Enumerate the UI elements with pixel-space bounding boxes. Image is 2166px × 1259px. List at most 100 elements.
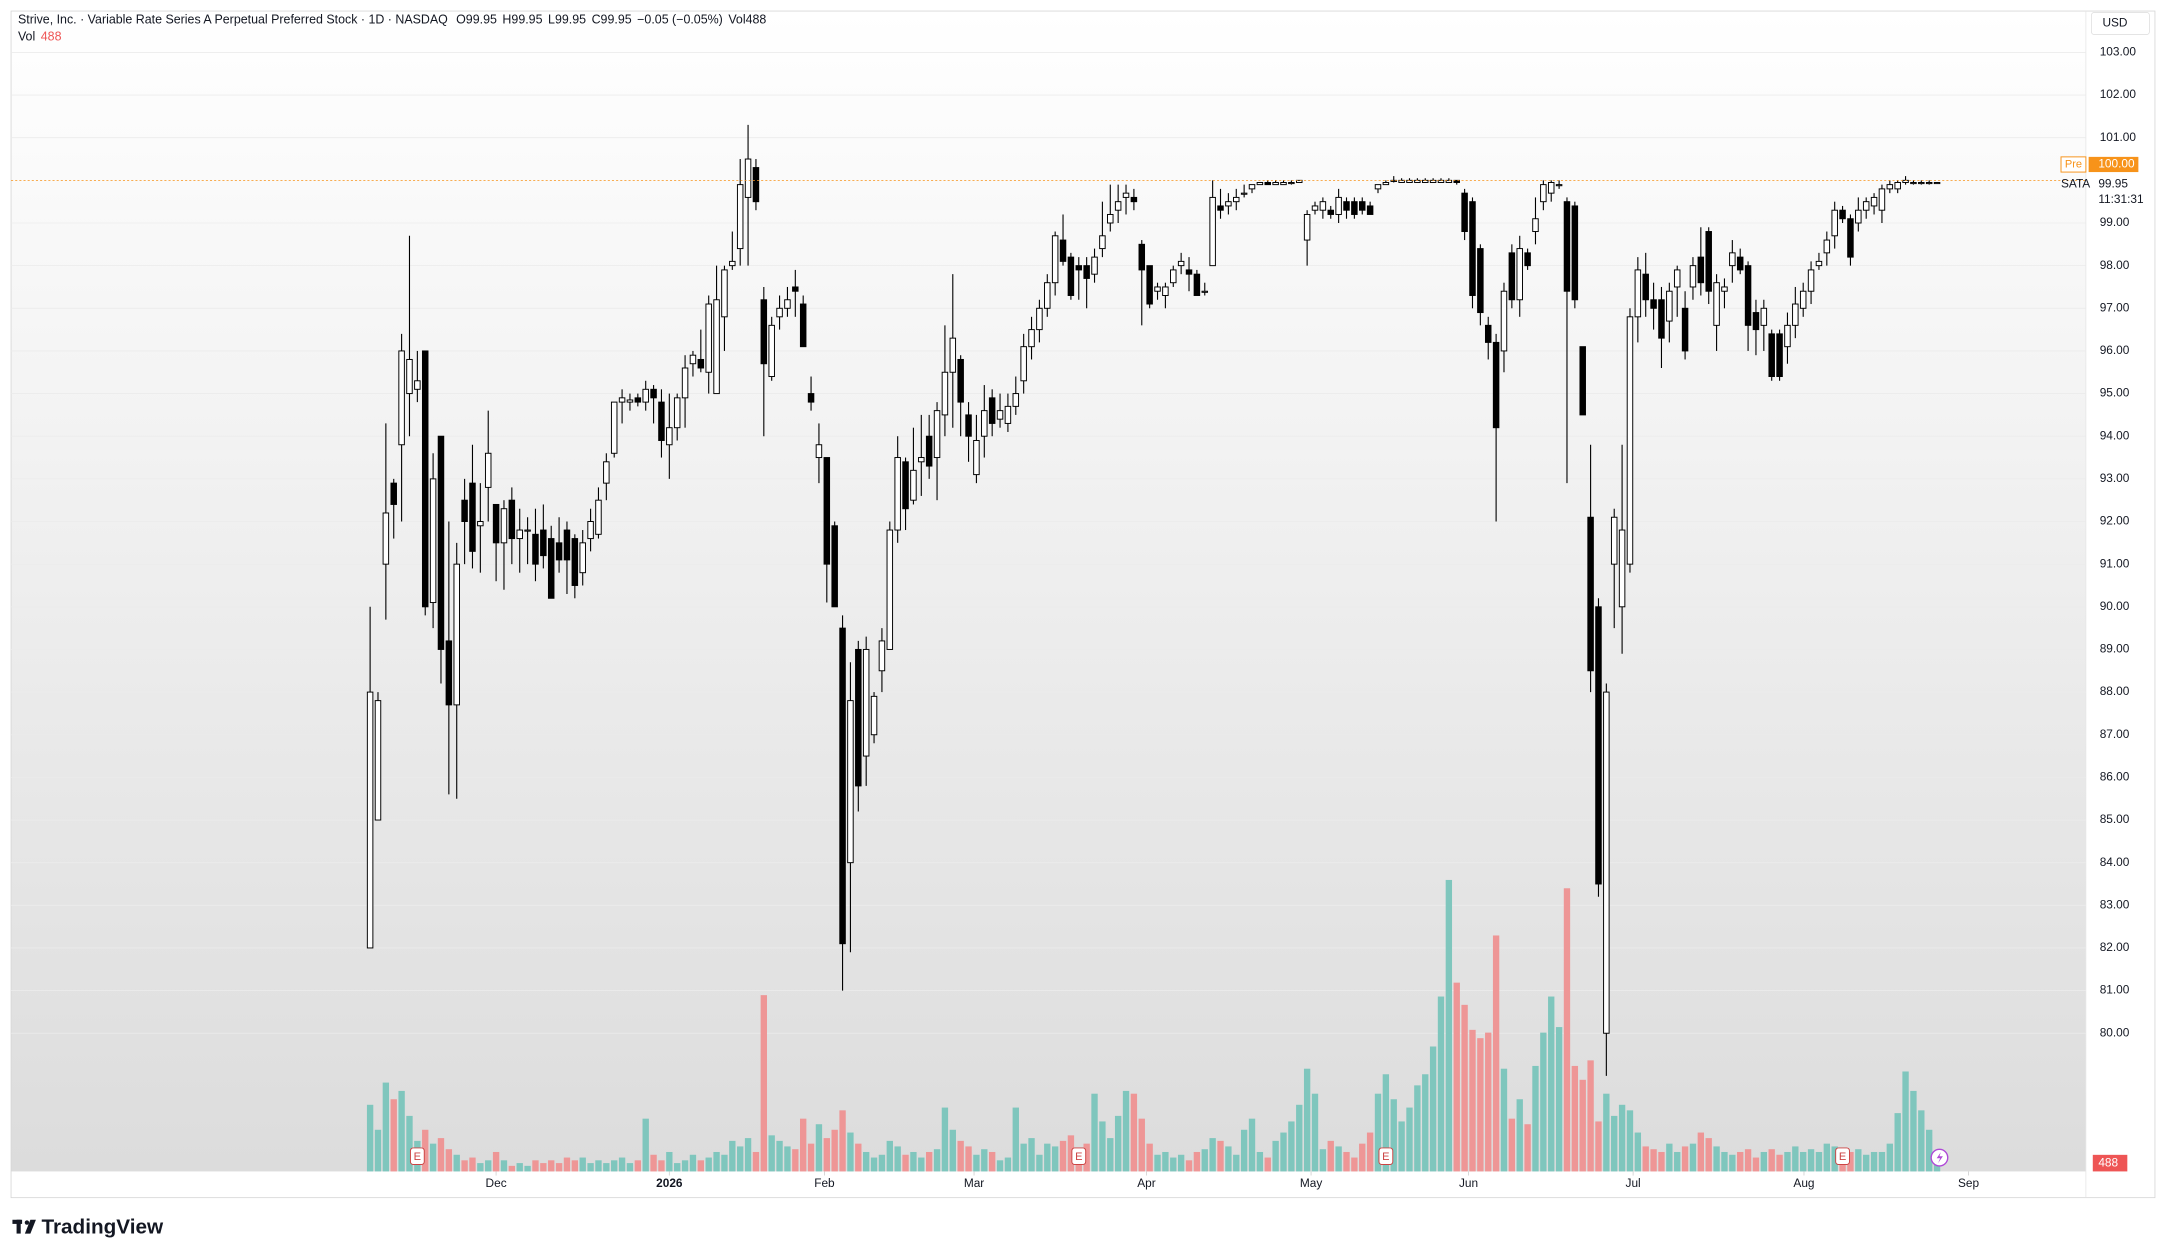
volume-bar	[1303, 1068, 1311, 1172]
volume-bar	[626, 1163, 634, 1172]
candle-body	[1154, 286, 1161, 292]
candle-body	[1233, 196, 1240, 203]
candle-body	[587, 521, 594, 540]
volume-bar	[1831, 1146, 1838, 1172]
volume-bar	[1327, 1140, 1334, 1172]
volume-bar	[1390, 1099, 1397, 1172]
candle-body	[1217, 205, 1224, 211]
volume-bar	[1296, 1104, 1303, 1172]
x-tick-label: Dec	[486, 1176, 507, 1190]
candle-body	[1579, 346, 1586, 416]
volume-bar	[1091, 1093, 1098, 1172]
candle-body	[1792, 303, 1799, 326]
earnings-marker[interactable]	[1071, 1147, 1087, 1165]
candle-body	[949, 337, 957, 373]
volume-bar	[768, 1135, 775, 1172]
volume-bar	[1485, 1032, 1492, 1172]
candle-body	[815, 444, 823, 459]
volume-bar	[1406, 1107, 1413, 1172]
volume-bar	[1713, 1146, 1720, 1172]
volume-bar	[1414, 1085, 1421, 1172]
volume-bar	[902, 1154, 909, 1172]
candle-body	[1256, 182, 1264, 186]
volume-bar	[1193, 1151, 1201, 1172]
candle-body	[768, 324, 775, 378]
candle-body	[1107, 213, 1114, 224]
candle-body	[886, 529, 894, 650]
earnings-marker[interactable]	[1378, 1147, 1394, 1165]
candle-body	[1177, 260, 1185, 267]
candle-body	[941, 371, 949, 416]
volume-bar	[453, 1154, 460, 1172]
candle-body	[1540, 184, 1547, 203]
candle-body	[1799, 290, 1807, 309]
x-tick-label: May	[1300, 1176, 1322, 1190]
earnings-label: E	[414, 1151, 421, 1163]
volume-bar	[1209, 1138, 1216, 1172]
volume-bar	[1201, 1149, 1208, 1172]
volume-bar	[1516, 1099, 1523, 1172]
y-tick-label: 94.00	[2100, 428, 2130, 442]
volume-bar	[1878, 1151, 1886, 1172]
candle-body	[524, 529, 531, 532]
candle-body	[988, 397, 996, 424]
candle-body	[1595, 606, 1602, 885]
currency-box[interactable]	[2090, 12, 2150, 35]
volume-bar	[1170, 1157, 1177, 1172]
volume-bar	[1768, 1149, 1775, 1172]
candle-body	[406, 358, 413, 395]
candle-body	[1760, 307, 1768, 326]
candle-body	[1225, 201, 1232, 207]
volume-bar	[1642, 1146, 1649, 1172]
volume-bar	[863, 1151, 870, 1172]
candle-body	[1666, 290, 1673, 322]
volume-bar	[1114, 1115, 1122, 1172]
volume-bar	[957, 1140, 964, 1172]
candle-body	[1807, 269, 1815, 292]
candle-body	[571, 538, 579, 586]
volume-bar	[996, 1160, 1004, 1172]
candle-body	[1382, 182, 1390, 186]
y-tick-label: 97.00	[2100, 300, 2130, 314]
volume-bar	[500, 1160, 508, 1172]
candle-body	[681, 367, 689, 399]
volume-bar	[1343, 1151, 1350, 1172]
volume-bar	[689, 1154, 697, 1172]
candle-body	[847, 700, 854, 864]
volume-bar	[1398, 1121, 1405, 1172]
volume-bar	[1634, 1132, 1642, 1172]
candle-body	[713, 299, 720, 395]
candle-body	[1603, 691, 1610, 1034]
candle-body	[1359, 201, 1366, 211]
alert-icon[interactable]	[1930, 1148, 1949, 1167]
candle-body	[1146, 265, 1153, 305]
volume-bar	[540, 1163, 547, 1172]
volume-bar	[1926, 1129, 1933, 1172]
volume-bar	[1697, 1132, 1705, 1172]
volume-bar	[729, 1140, 736, 1172]
volume-bar	[1681, 1146, 1689, 1172]
y-tick-label: 91.00	[2100, 556, 2130, 570]
volume-bar	[1847, 1151, 1854, 1172]
candle-body	[1280, 182, 1287, 186]
earnings-marker[interactable]	[1835, 1147, 1850, 1165]
volume-bar	[374, 1129, 382, 1172]
candle-body	[1634, 269, 1642, 318]
volume-bar	[1225, 1146, 1232, 1172]
candle-body	[721, 269, 728, 318]
y-tick-label: 93.00	[2100, 471, 2130, 485]
volume-bar	[1453, 982, 1460, 1172]
currency[interactable]: USD	[2102, 16, 2127, 30]
volume-bar	[1051, 1146, 1059, 1172]
volume-bar	[839, 1110, 846, 1172]
volume-bar	[815, 1124, 823, 1172]
candle-body	[1091, 256, 1098, 275]
earnings-marker[interactable]	[409, 1147, 425, 1165]
volume-bar	[807, 1143, 815, 1172]
volume-bar	[445, 1149, 453, 1172]
volume-bar	[784, 1146, 791, 1172]
volume-bar	[1666, 1143, 1673, 1172]
volume-bar	[744, 1138, 752, 1172]
candle-body	[870, 695, 878, 736]
volume-value: 488	[746, 13, 767, 27]
